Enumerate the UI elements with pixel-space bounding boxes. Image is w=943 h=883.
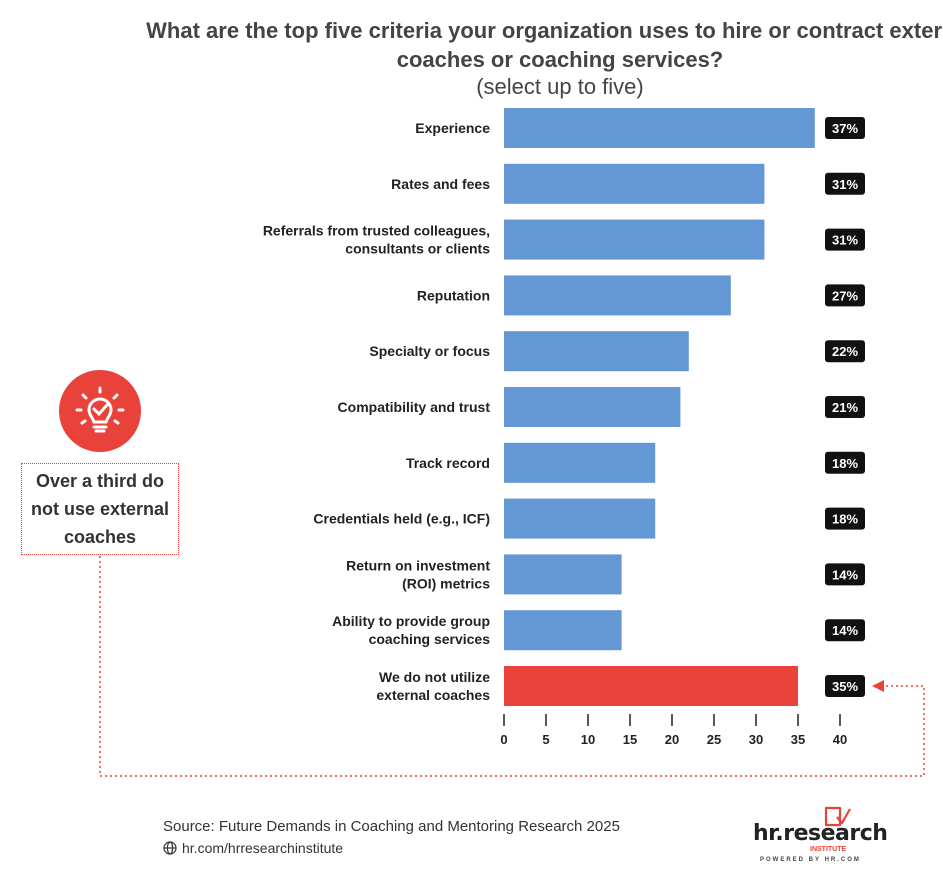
- x-tick-label: 35: [791, 732, 805, 747]
- bar: [504, 108, 815, 148]
- value-label: 22%: [832, 344, 858, 359]
- x-tick-label: 5: [542, 732, 549, 747]
- source-text: Source: Future Demands in Coaching and M…: [163, 818, 620, 835]
- value-label-bg: [825, 563, 865, 586]
- category-label: consultants or clients: [345, 241, 490, 257]
- logo-tagline: POWERED BY HR.COM: [760, 857, 861, 863]
- value-label-bg: [825, 284, 865, 307]
- value-label-bg: [825, 340, 865, 363]
- category-label: Track record: [406, 455, 490, 471]
- value-label-bg: [825, 228, 865, 251]
- connector-arrow-icon: [872, 680, 884, 692]
- value-label: 14%: [832, 623, 858, 638]
- logo-mark-icon: [824, 806, 851, 827]
- value-label-bg: [825, 117, 865, 139]
- bar: [504, 387, 681, 427]
- website-text: hr.com/hrresearchinstitute: [182, 840, 344, 856]
- value-label: 35%: [832, 679, 858, 694]
- bar: [504, 610, 622, 651]
- bar: [504, 442, 656, 483]
- category-label: Rates and fees: [391, 176, 490, 192]
- lightbulb-icon: [59, 370, 141, 452]
- category-label: (ROI) metrics: [402, 575, 490, 591]
- bar: [504, 331, 689, 372]
- value-label: 14%: [832, 567, 858, 582]
- category-label: external coaches: [376, 687, 490, 703]
- value-label: 37%: [832, 121, 858, 136]
- category-label: Experience: [415, 120, 490, 136]
- value-label-bg: [825, 619, 865, 642]
- logo-text: hr.research: [753, 821, 888, 846]
- value-label: 31%: [832, 177, 858, 192]
- bar: [504, 498, 656, 539]
- x-tick-label: 15: [623, 732, 637, 747]
- value-label: 31%: [832, 233, 858, 248]
- value-label-bg: [825, 172, 865, 195]
- bar: [504, 554, 622, 595]
- bar-chart: Experience 37% Rates and fees 31% Referrals …: [99, 108, 925, 777]
- category-label: Credentials held (e.g., ICF): [313, 511, 490, 527]
- callout-box: Over a third do not use external coaches: [21, 463, 179, 555]
- value-label-bg: [825, 675, 865, 697]
- value-label: 18%: [832, 512, 858, 527]
- x-tick-label: 30: [749, 732, 763, 747]
- callout-connector: [99, 556, 925, 777]
- globe-icon: [163, 841, 177, 855]
- category-label: Specialty or focus: [369, 343, 490, 359]
- x-tick-label: 20: [665, 732, 679, 747]
- category-label: coaching services: [369, 631, 491, 647]
- category-label: We do not utilize: [379, 669, 490, 685]
- chart-title: What are the top five criteria your orga…: [146, 18, 943, 72]
- x-tick-label: 40: [833, 732, 847, 747]
- category-label: Referrals from trusted colleagues,: [263, 223, 490, 239]
- x-tick-label: 0: [500, 732, 507, 747]
- category-label: Return on investment: [346, 557, 490, 573]
- category-label: Ability to provide group: [332, 613, 490, 629]
- value-label: 27%: [832, 288, 858, 303]
- bar: [504, 666, 798, 706]
- category-label: Compatibility and trust: [338, 399, 491, 415]
- chart-subtitle: (select up to five): [476, 74, 644, 99]
- website-link[interactable]: hr.com/hrresearchinstitute: [163, 840, 343, 856]
- bar: [504, 219, 765, 260]
- x-tick-label: 25: [707, 732, 721, 747]
- value-label: 21%: [832, 400, 858, 415]
- value-label: 18%: [832, 456, 858, 471]
- value-label-bg: [825, 451, 865, 474]
- logo-sub: INSTITUTE: [810, 846, 847, 853]
- category-label: Reputation: [417, 287, 490, 303]
- value-label-bg: [825, 507, 865, 530]
- bar: [504, 275, 731, 316]
- hr-research-logo: hr.research INSTITUTE POWERED BY HR.COM: [748, 805, 888, 869]
- x-tick-label: 10: [581, 732, 595, 747]
- value-label-bg: [825, 396, 865, 418]
- bar: [504, 163, 765, 204]
